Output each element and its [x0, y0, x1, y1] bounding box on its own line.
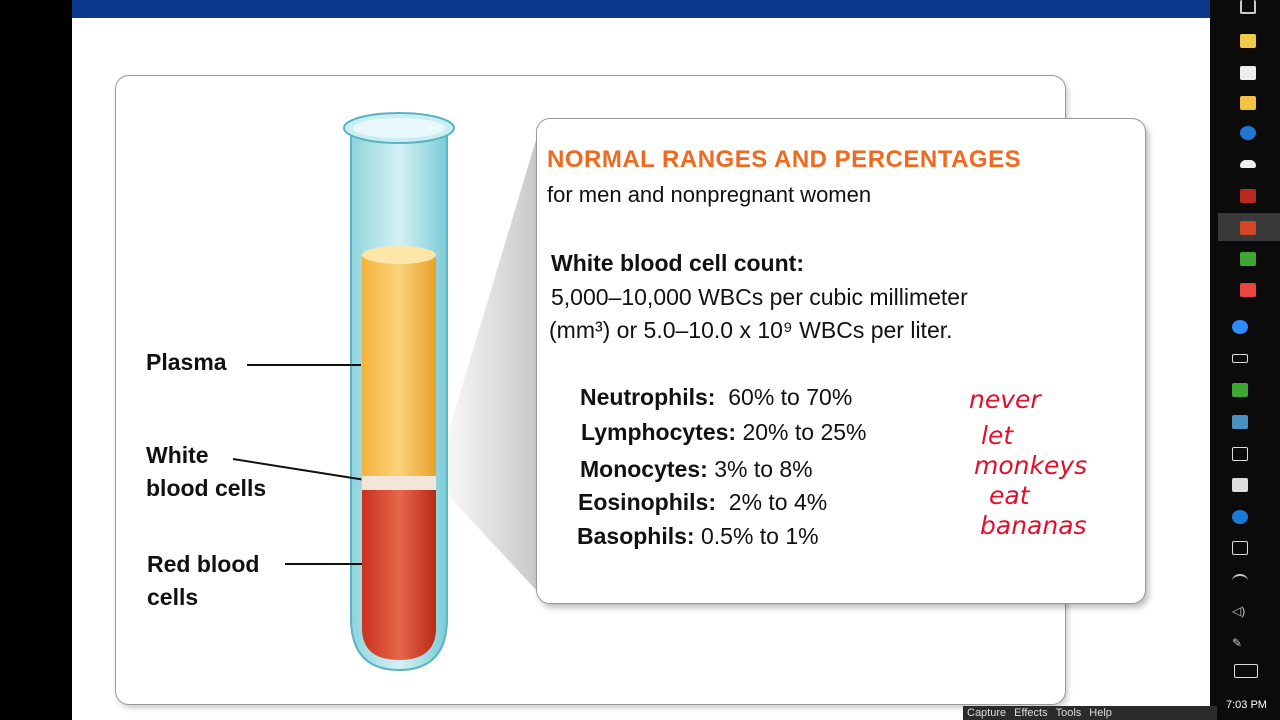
test-tube	[343, 112, 455, 672]
taskbar: ◁) ✎	[1210, 0, 1280, 720]
monocytes-row: Monocytes: 3% to 8%	[580, 456, 813, 483]
edge-icon[interactable]	[1240, 126, 1256, 140]
store-icon[interactable]	[1240, 66, 1256, 80]
slide-header-bar	[72, 0, 1210, 18]
row-name: Basophils:	[577, 523, 695, 549]
ranges-title: NORMAL RANGES AND PERCENTAGES	[547, 146, 1022, 173]
wbc-count-heading: White blood cell count:	[551, 250, 804, 276]
handwriting-let: let	[981, 421, 1014, 450]
pen-icon[interactable]: ✎	[1232, 636, 1243, 650]
task-view-icon[interactable]	[1240, 0, 1256, 14]
camtasia-icon[interactable]	[1240, 252, 1256, 266]
menu-tools[interactable]: Tools	[1055, 707, 1082, 719]
row-range: 20% to 25%	[742, 419, 867, 445]
row-range: 0.5% to 1%	[700, 523, 819, 549]
keyboard-icon[interactable]	[1234, 664, 1258, 678]
eosinophils-row: Eosinophils: 2% to 4%	[578, 489, 827, 516]
row-name: Lymphocytes:	[581, 419, 737, 445]
display-icon[interactable]	[1232, 447, 1248, 461]
zoom-icon[interactable]	[1232, 320, 1248, 334]
row-name: Eosinophils:	[578, 489, 716, 515]
plasma-label: Plasma	[146, 349, 227, 375]
row-range: 60% to 70%	[728, 384, 853, 410]
ranges-subtitle: for men and nonpregnant women	[547, 182, 872, 207]
bluetooth-icon[interactable]	[1232, 510, 1248, 524]
row-name: Monocytes:	[580, 456, 708, 482]
wbc-count-line1: 5,000–10,000 WBCs per cubic millimeter	[551, 284, 968, 310]
handwriting-monkeys: monkeys	[974, 451, 1088, 480]
handwriting-eat: eat	[989, 481, 1030, 510]
rbc-leader-line	[285, 563, 362, 565]
wbc-label-line1: White	[146, 442, 209, 468]
onedrive-icon[interactable]	[1240, 160, 1256, 168]
capture-menubar: Capture Effects Tools Help	[963, 706, 1217, 720]
clock[interactable]: 7:03 PM	[1226, 699, 1267, 711]
menu-help[interactable]: Help	[1089, 707, 1112, 719]
camtasia-tray-icon[interactable]	[1232, 383, 1248, 397]
folder-icon[interactable]	[1240, 96, 1256, 110]
row-range: 3% to 8%	[714, 456, 813, 482]
red-blood-cells-label: Red blood cells	[147, 548, 259, 614]
rbc-label-line1: Red blood	[147, 551, 260, 577]
wbc-label-line2: blood cells	[146, 475, 267, 501]
app-tray-icon[interactable]	[1232, 415, 1248, 429]
neutrophils-row: Neutrophils: 60% to 70%	[580, 384, 852, 411]
slide: Plasma White blood cells Red blood cells N…	[72, 0, 1210, 720]
volume-icon[interactable]: ◁)	[1232, 604, 1246, 618]
menu-capture[interactable]: Capture	[967, 707, 1007, 719]
menu-effects[interactable]: Effects	[1014, 707, 1048, 719]
powerpoint-icon[interactable]	[1240, 221, 1256, 235]
rbc-label-line2: cells	[147, 584, 199, 610]
basophils-row: Basophils: 0.5% to 1%	[577, 523, 819, 550]
wifi-icon[interactable]	[1232, 574, 1248, 588]
notification-tray-icon[interactable]	[1232, 541, 1248, 555]
plasma-leader-line	[247, 364, 361, 366]
row-name: Neutrophils:	[580, 384, 716, 410]
file-explorer-icon[interactable]	[1240, 34, 1256, 48]
white-blood-cells-label: White blood cells	[146, 439, 266, 505]
normal-ranges-box: NORMAL RANGES AND PERCENTAGES for men an…	[536, 118, 1146, 604]
camtasia-recorder-icon[interactable]	[1240, 283, 1256, 297]
wbc-count-line2: (mm³) or 5.0–10.0 x 10⁹ WBCs per liter.	[549, 317, 953, 343]
lymphocytes-row: Lymphocytes: 20% to 25%	[581, 419, 867, 446]
acrobat-icon[interactable]	[1240, 189, 1256, 203]
security-icon[interactable]	[1232, 478, 1248, 492]
row-range: 2% to 4%	[728, 489, 828, 515]
handwriting-bananas: bananas	[980, 511, 1087, 540]
handwriting-never: never	[969, 385, 1041, 414]
battery-icon[interactable]	[1232, 354, 1248, 363]
